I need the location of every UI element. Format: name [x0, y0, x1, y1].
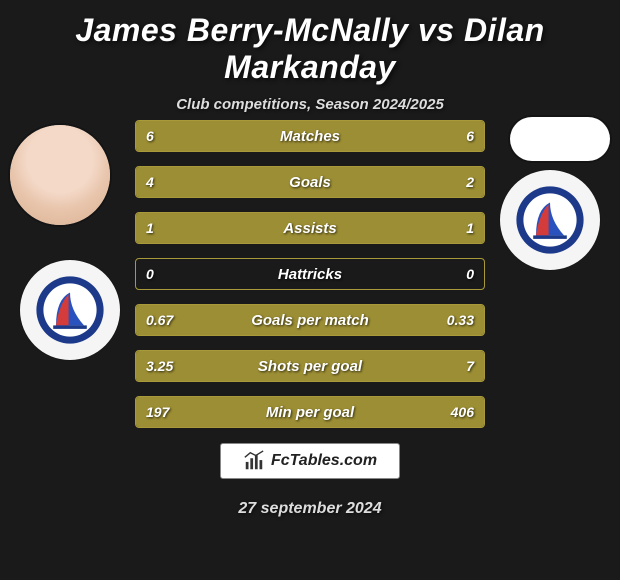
- stat-label: Shots per goal: [258, 358, 362, 375]
- stat-value-left: 0: [146, 266, 154, 282]
- stat-row: 197 406 Min per goal: [135, 396, 485, 428]
- club-badge-left: [20, 260, 120, 360]
- stat-row: 1 1 Assists: [135, 212, 485, 244]
- stat-value-left: 6: [146, 128, 154, 144]
- stat-value-left: 0.67: [146, 312, 173, 328]
- stat-label: Min per goal: [266, 404, 354, 421]
- stat-value-right: 1: [466, 220, 474, 236]
- stat-fill-left: [136, 167, 368, 197]
- stat-label: Matches: [280, 128, 340, 145]
- club-badge-right: [500, 170, 600, 270]
- stat-value-right: 2: [466, 174, 474, 190]
- stat-label: Goals: [289, 174, 331, 191]
- player-right-avatar: [510, 117, 610, 161]
- stat-value-right: 0: [466, 266, 474, 282]
- player-left-avatar: [10, 125, 110, 225]
- stat-label: Assists: [283, 220, 336, 237]
- stat-row: 0 0 Hattricks: [135, 258, 485, 290]
- stat-label: Hattricks: [278, 266, 342, 283]
- stat-value-right: 6: [466, 128, 474, 144]
- stat-row: 3.25 7 Shots per goal: [135, 350, 485, 382]
- stat-value-right: 7: [466, 358, 474, 374]
- stat-value-left: 3.25: [146, 358, 173, 374]
- chart-icon: [243, 450, 265, 472]
- title: James Berry-McNally vs Dilan Markanday: [0, 0, 620, 86]
- stat-label: Goals per match: [251, 312, 369, 329]
- date-text: 27 september 2024: [238, 500, 381, 518]
- stat-row: 6 6 Matches: [135, 120, 485, 152]
- club-crest-icon: [35, 275, 105, 345]
- club-crest-icon: [515, 185, 585, 255]
- stat-value-right: 0.33: [447, 312, 474, 328]
- stat-value-left: 197: [146, 404, 169, 420]
- stat-value-left: 4: [146, 174, 154, 190]
- brand-badge: FcTables.com: [220, 443, 400, 479]
- subtitle: Club competitions, Season 2024/2025: [0, 96, 620, 113]
- stat-row: 0.67 0.33 Goals per match: [135, 304, 485, 336]
- stat-row: 4 2 Goals: [135, 166, 485, 198]
- face-placeholder-icon: [10, 125, 110, 225]
- brand-text: FcTables.com: [271, 452, 377, 470]
- stat-value-left: 1: [146, 220, 154, 236]
- stat-value-right: 406: [451, 404, 474, 420]
- stats-list: 6 6 Matches 4 2 Goals 1 1 Assists 0 0 Hattricks 0.67…: [135, 120, 485, 442]
